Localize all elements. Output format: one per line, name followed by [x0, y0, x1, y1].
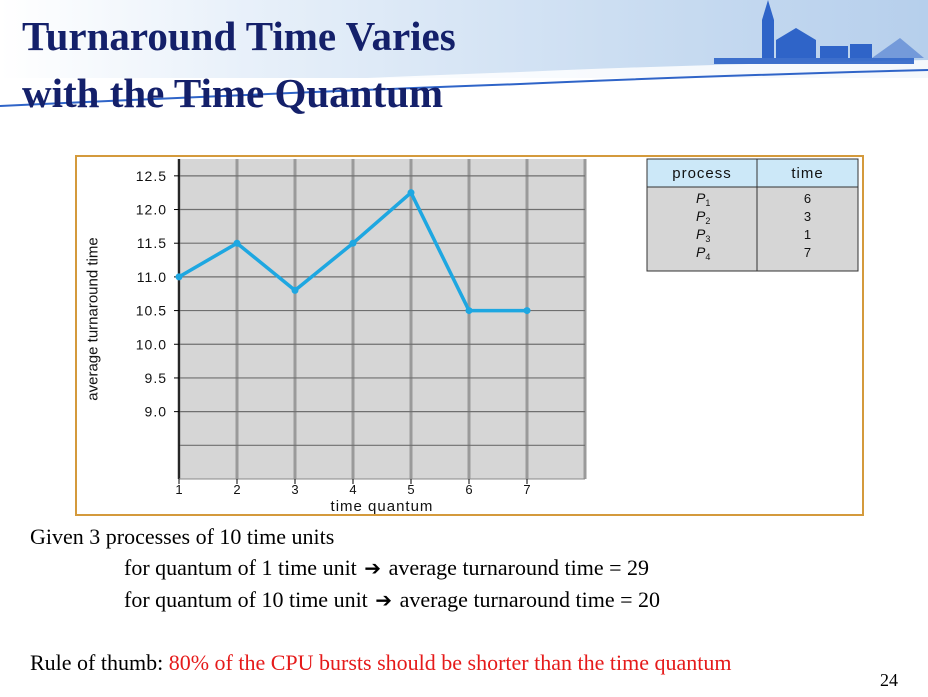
x-tick-label: 5	[407, 482, 414, 497]
quantum-10-line: for quantum of 10 time unit ➔ average tu…	[124, 585, 660, 615]
quantum-1-right: average turnaround time = 29	[388, 555, 649, 580]
data-point	[465, 307, 473, 315]
table-header-bg	[646, 158, 859, 188]
y-tick-label: 11.5	[137, 235, 167, 251]
table-cell-subscript: 1	[705, 198, 710, 208]
quantum-10-left: for quantum of 10 time unit	[124, 587, 368, 612]
plot-background	[179, 159, 585, 479]
title-line-2: with the Time Quantum	[22, 70, 444, 116]
slide-title: Turnaround Time Varies with the Time Qua…	[22, 8, 456, 122]
arrow-icon: ➔	[375, 588, 393, 612]
table-cell-subscript: 3	[705, 234, 710, 244]
table-body-bg	[646, 186, 859, 272]
turnaround-chart: 12.5 12.0 11.5 11.0 10.5 10.0 9.5 9.0 1 2 3 4 5 6 7 tim…	[136, 158, 859, 514]
x-tick-label: 6	[465, 482, 472, 497]
y-axis-label: average turnaround time	[84, 237, 102, 401]
x-tick-label: 2	[233, 482, 240, 497]
table-header-time: time	[791, 165, 823, 182]
quantum-1-left: for quantum of 1 time unit	[124, 555, 357, 580]
x-tick-label: 7	[523, 482, 530, 497]
quantum-1-line: for quantum of 1 time unit ➔ average tur…	[124, 553, 649, 583]
table-cell-time: 7	[804, 245, 811, 260]
table-cell-time: 1	[804, 227, 811, 242]
quantum-10-right: average turnaround time = 20	[399, 587, 660, 612]
x-tick-label: 1	[175, 482, 182, 497]
y-tick-label: 9.5	[145, 370, 167, 386]
table-cell-subscript: 2	[705, 216, 710, 226]
data-point	[523, 307, 531, 315]
y-tick-label: 10.0	[136, 336, 167, 352]
data-point	[407, 189, 415, 197]
data-point	[175, 273, 183, 281]
rule-of-thumb: Rule of thumb: 80% of the CPU bursts sho…	[30, 648, 731, 678]
y-tick-label: 12.5	[136, 168, 167, 184]
given-text: Given 3 processes of 10 time units	[30, 524, 335, 549]
data-point	[349, 239, 357, 247]
data-point	[233, 239, 241, 247]
table-header-process: process	[672, 165, 732, 182]
x-tick-label: 4	[349, 482, 356, 497]
y-tick-label: 11.0	[137, 269, 167, 285]
x-tick-label: 3	[291, 482, 298, 497]
table-cell-time: 3	[804, 209, 811, 224]
rule-label: Rule of thumb:	[30, 650, 169, 675]
rule-text: 80% of the CPU bursts should be shorter …	[168, 650, 732, 675]
y-tick-label: 12.0	[136, 202, 167, 218]
arrow-icon: ➔	[364, 556, 382, 580]
table-cell-time: 6	[804, 191, 811, 206]
table-cell-subscript: 4	[705, 252, 710, 262]
data-point	[291, 286, 299, 294]
y-tick-label: 9.0	[145, 404, 167, 420]
page-number: 24	[880, 670, 898, 690]
x-axis-label: time quantum	[331, 498, 434, 514]
y-tick-label: 10.5	[136, 303, 167, 319]
title-line-1: Turnaround Time Varies	[22, 13, 456, 59]
chart-frame: 12.5 12.0 11.5 11.0 10.5 10.0 9.5 9.0 1 2 3 4 5 6 7 tim…	[75, 155, 864, 516]
church-silhouette	[714, 0, 924, 64]
